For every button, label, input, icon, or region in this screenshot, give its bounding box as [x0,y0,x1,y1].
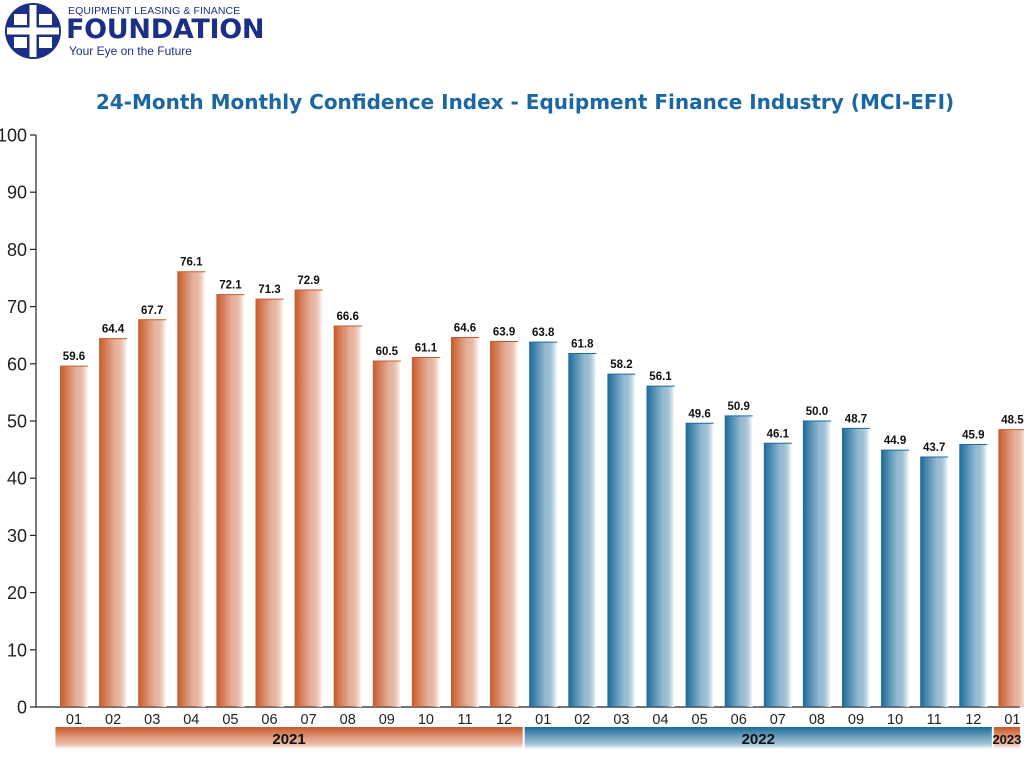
x-tick-label: 11 [457,712,472,728]
value-label: 48.7 [845,413,867,425]
y-tick-label: 10 [7,640,27,660]
year-band [55,727,523,749]
bar [529,342,558,707]
y-tick-label: 100 [0,126,27,146]
bar [959,444,988,707]
value-label: 60.5 [376,346,399,358]
value-label: 44.9 [884,435,906,447]
value-label: 61.1 [415,343,438,355]
value-label: 49.6 [688,408,710,420]
x-tick-label: 11 [927,712,942,728]
x-tick-label: 02 [105,712,121,728]
bar [842,428,870,707]
bar [568,353,597,707]
logo-top-line: EQUIPMENT LEASING & FINANCE [68,5,241,17]
x-tick-label: 07 [770,712,786,728]
bar [372,360,401,707]
year-label: 2022 [742,731,775,748]
x-tick-label: 04 [183,712,199,728]
value-label: 50.9 [728,401,750,413]
value-label: 64.6 [454,322,476,334]
value-label: 58.2 [610,359,632,371]
bar [685,423,714,707]
y-tick-label: 60 [7,354,27,374]
value-label: 64.4 [102,324,125,336]
y-tick-label: 50 [7,412,27,432]
value-label: 63.9 [493,326,515,338]
year-label: 2023 [992,732,1021,747]
x-tick-label: 12 [496,712,512,728]
bar [60,366,88,707]
x-tick-label: 10 [887,712,903,728]
bar [646,386,675,707]
bar [411,357,440,707]
y-tick-label: 40 [7,469,27,489]
y-tick-label: 20 [7,583,27,603]
x-tick-label: 01 [1004,712,1020,728]
bar [99,338,128,707]
value-label: 59.6 [63,351,85,363]
value-label: 67.7 [141,305,163,317]
bar [451,337,479,707]
value-label: 76.1 [180,257,203,269]
x-tick-label: 08 [809,712,825,728]
value-label: 72.1 [219,280,242,292]
x-tick-label: 09 [379,712,395,728]
value-label: 61.8 [571,339,594,351]
year-band [993,727,1020,749]
x-tick-label: 04 [652,712,668,728]
logo-name: FOUNDATION [66,14,265,45]
x-tick-label: 07 [301,712,317,728]
value-label: 72.9 [297,275,319,287]
bar [490,341,519,707]
x-tick-label: 06 [731,712,747,728]
value-label: 63.8 [532,327,555,339]
x-tick-label: 01 [535,712,551,728]
bar [802,421,831,707]
y-tick-label: 30 [7,526,27,546]
value-label: 66.6 [337,311,359,323]
bar [724,415,753,707]
x-tick-label: 01 [66,712,82,728]
y-tick-label: 70 [7,297,27,317]
x-tick-label: 09 [848,712,864,728]
bar [255,299,284,707]
y-tick-label: 80 [7,240,27,260]
x-tick-label: 03 [144,712,160,728]
logo-tagline: Your Eye on the Future [69,44,192,58]
bar [216,294,245,707]
x-tick-label: 03 [613,712,629,728]
x-tick-label: 05 [692,712,708,728]
bar [920,457,949,707]
x-tick-label: 12 [965,712,981,728]
year-label: 2021 [272,731,305,748]
x-tick-label: 05 [222,712,238,728]
bar [177,271,206,707]
bar [607,374,636,707]
value-label: 45.9 [962,429,984,441]
y-tick-label: 0 [17,698,27,718]
bar [881,450,910,707]
value-label: 50.0 [806,406,828,418]
bar [138,319,167,707]
elf-foundation-logo: EQUIPMENT LEASING & FINANCE FOUNDATION Y… [4,2,274,60]
chart-title: 24-Month Monthly Confidence Index - Equi… [95,90,955,114]
value-label: 48.5 [1001,415,1024,427]
bar [998,429,1024,707]
value-label: 56.1 [649,371,672,383]
x-tick-label: 06 [261,712,277,728]
globe-grid-icon [5,3,61,59]
value-label: 71.3 [258,284,280,296]
x-tick-label: 10 [418,712,434,728]
x-tick-label: 08 [340,712,356,728]
x-tick-label: 02 [574,712,590,728]
year-band [524,727,992,749]
bar [333,326,362,707]
value-label: 43.7 [923,442,945,454]
value-label: 46.1 [767,428,790,440]
bar [294,290,323,707]
bar [763,443,792,707]
y-tick-label: 90 [7,183,27,203]
